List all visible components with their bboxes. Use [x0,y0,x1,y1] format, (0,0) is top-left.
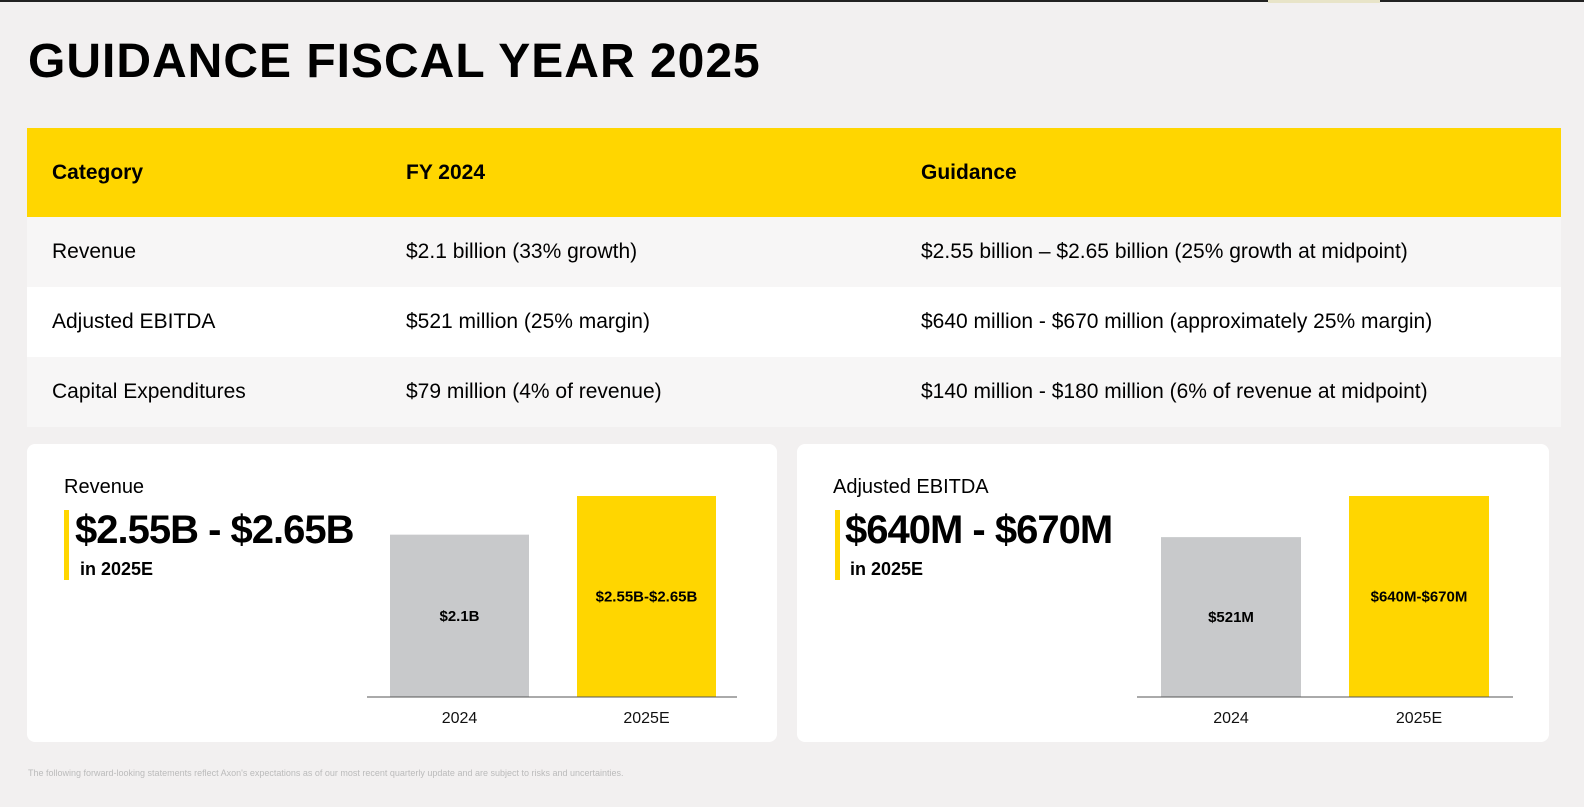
ebitda-card: Adjusted EBITDA $640M - $670M in 2025E $… [797,444,1549,742]
revenue-accent-bar [64,510,69,580]
table-row: Capital Expenditures $79 million (4% of … [27,357,1561,427]
revenue-subtitle: in 2025E [80,559,154,579]
header-fy2024: FY 2024 [406,160,486,184]
revenue-bar-chart: $2.1B 2024 $2.55B-$2.65B 2025E [367,496,737,727]
table-row: Adjusted EBITDA $521 million (25% margin… [27,287,1561,357]
row-guidance: $2.55 billion – $2.65 billion (25% growt… [921,240,1408,263]
bar [577,496,716,697]
revenue-headline: $2.55B - $2.65B [75,508,355,552]
bar-data-label: $2.1B [439,608,479,625]
bar-data-label: $640M-$670M [1371,589,1468,606]
page-title: GUIDANCE FISCAL YEAR 2025 [28,35,761,88]
header-category: Category [52,160,144,184]
row-category: Adjusted EBITDA [52,310,216,333]
x-tick-label: 2025E [623,710,669,727]
bar-data-label: $521M [1208,609,1254,626]
table-header-row: Category FY 2024 Guidance [27,128,1561,217]
ebitda-bar-chart: $521M 2024 $640M-$670M 2025E [1137,496,1513,727]
x-tick-label: 2024 [1213,710,1249,727]
footnote: The following forward-looking statements… [28,768,624,778]
row-category: Capital Expenditures [52,380,246,403]
bar-data-label: $2.55B-$2.65B [596,589,698,606]
row-fy2024: $2.1 billion (33% growth) [406,240,638,263]
revenue-card-label: Revenue [64,476,145,498]
ebitda-card-label: Adjusted EBITDA [833,476,989,498]
bar [1161,537,1301,697]
bar [390,534,529,697]
top-rule [0,0,1584,2]
header-guidance: Guidance [921,160,1017,184]
ebitda-accent-bar [835,510,840,580]
x-tick-label: 2024 [442,710,478,727]
revenue-card: Revenue $2.55B - $2.65B in 2025E $2.1B 20… [27,444,777,742]
row-fy2024: $79 million (4% of revenue) [406,380,662,403]
row-fy2024: $521 million (25% margin) [406,310,650,333]
row-category: Revenue [52,240,137,263]
ebitda-headline: $640M - $670M [845,508,1113,552]
top-accent [1268,0,1380,3]
guidance-table: Category FY 2024 Guidance Revenue $2.1 b… [27,128,1561,427]
row-guidance: $140 million - $180 million (6% of reven… [921,380,1428,403]
row-guidance: $640 million - $670 million (approximate… [921,310,1433,333]
bar [1349,496,1489,697]
table-row: Revenue $2.1 billion (33% growth) $2.55 … [27,217,1561,287]
ebitda-subtitle: in 2025E [850,559,924,579]
x-tick-label: 2025E [1396,710,1442,727]
